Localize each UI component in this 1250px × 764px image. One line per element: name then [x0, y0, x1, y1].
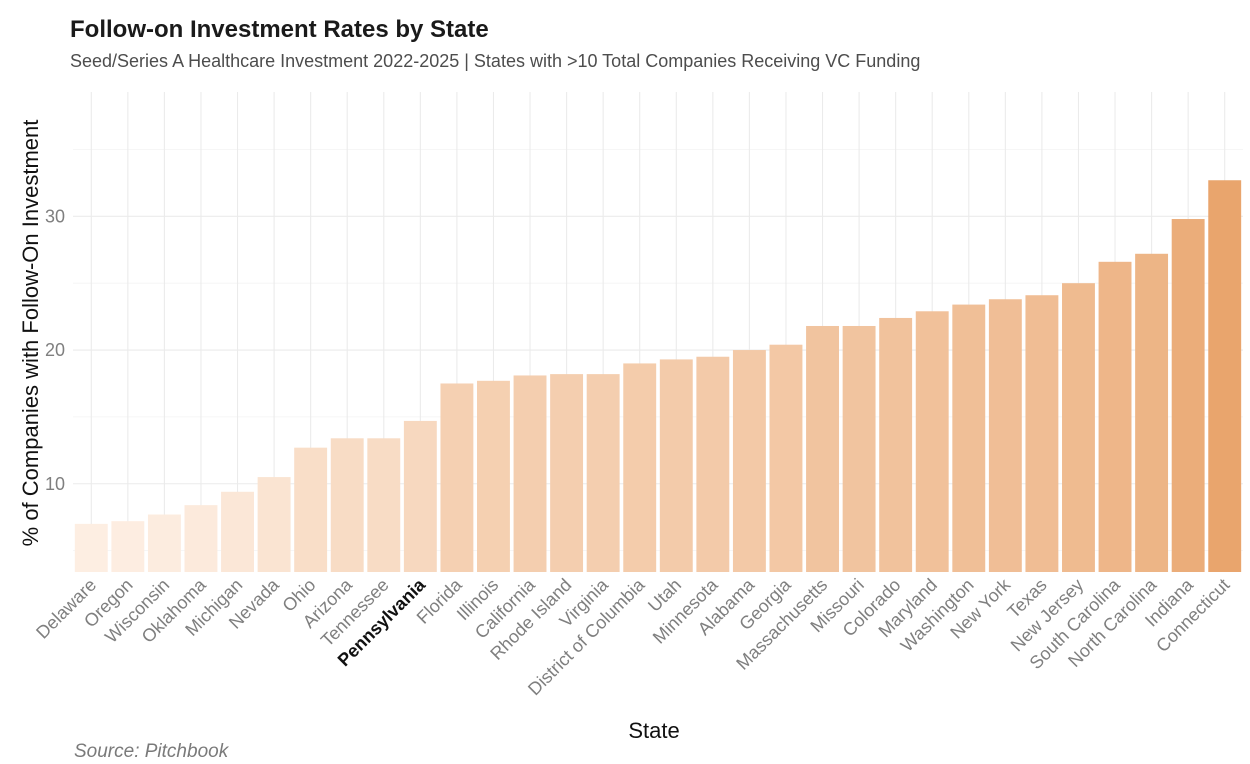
bar-florida — [440, 383, 474, 572]
bar-pennsylvania — [403, 420, 437, 572]
y-axis-ticks: 10 20 30 — [45, 206, 65, 493]
bar-california — [513, 375, 547, 572]
bar-ohio — [294, 447, 328, 572]
bar-missouri — [842, 325, 876, 572]
y-axis-title: % of Companies with Follow-On Investment — [18, 120, 43, 547]
bar-alabama — [732, 350, 766, 572]
bar-texas — [1025, 295, 1059, 572]
bar-massachusetts — [806, 325, 839, 572]
bar-oregon — [111, 521, 145, 572]
bar-michigan — [221, 491, 254, 572]
bar-wisconsin — [147, 514, 181, 572]
x-axis-ticks: DelawareOregonWisconsinOklahomaMichiganN… — [32, 574, 1233, 699]
bar-virginia — [586, 374, 620, 572]
y-tick-label: 10 — [45, 474, 65, 494]
bar-arizona — [330, 438, 364, 572]
bar-indiana — [1171, 219, 1205, 572]
bar-nevada — [257, 477, 291, 572]
bar-minnesota — [696, 356, 730, 572]
y-tick-label: 20 — [45, 340, 65, 360]
x-axis-title: State — [628, 718, 679, 743]
bar-south-carolina — [1098, 261, 1132, 572]
bar-utah — [659, 359, 693, 572]
bar-new-york — [988, 299, 1022, 572]
bar-georgia — [769, 344, 803, 572]
bar-rhode-island — [550, 374, 584, 572]
bar-connecticut — [1208, 180, 1242, 573]
bar-new-jersey — [1062, 283, 1095, 572]
bar-illinois — [477, 380, 510, 572]
bar-washington — [952, 304, 986, 572]
bar-district-of-columbia — [623, 363, 657, 572]
source-caption: Source: Pitchbook — [74, 741, 230, 762]
bar-delaware — [74, 523, 108, 572]
bar-oklahoma — [184, 505, 218, 572]
bar-north-carolina — [1135, 253, 1169, 573]
chart-title: Follow-on Investment Rates by State — [70, 16, 489, 43]
chart-subtitle: Seed/Series A Healthcare Investment 2022… — [70, 51, 920, 71]
bars — [74, 180, 1242, 573]
bar-maryland — [915, 311, 949, 572]
y-tick-label: 30 — [45, 206, 65, 226]
bar-colorado — [879, 317, 913, 572]
bar-tennessee — [367, 438, 401, 572]
